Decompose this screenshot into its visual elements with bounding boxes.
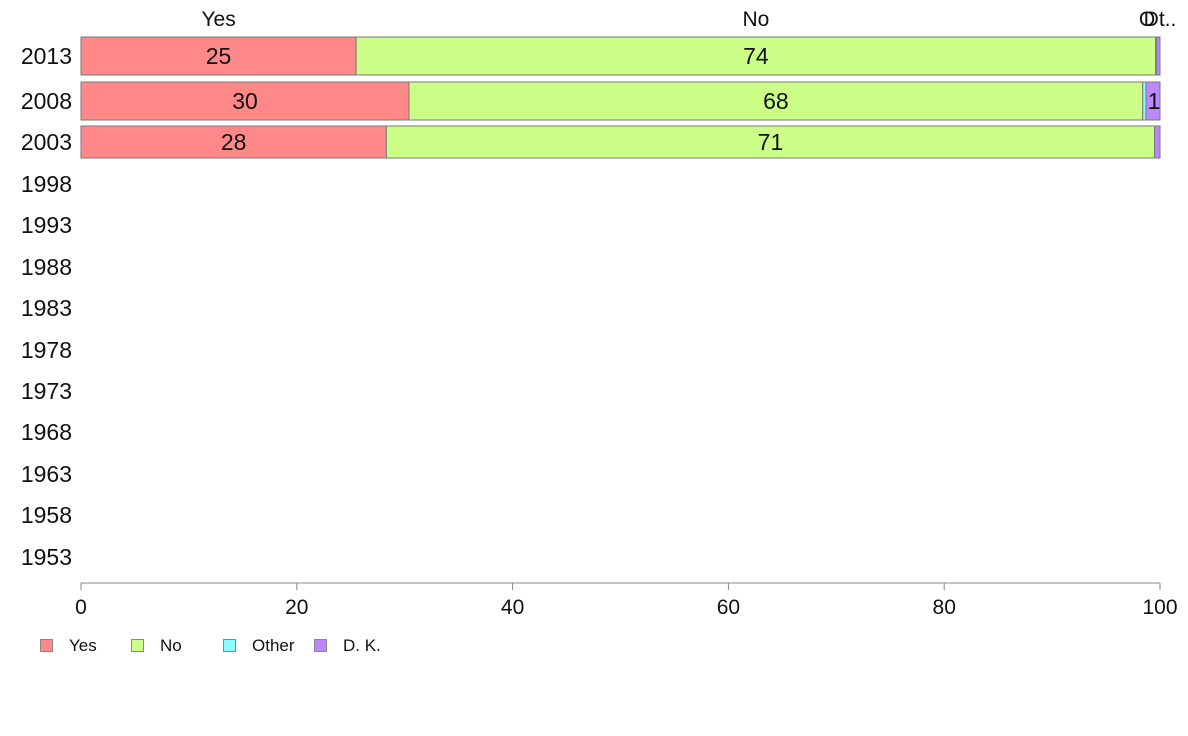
legend-label-dk: D. K. [343,636,381,655]
data-label-yes-2008: 30 [232,88,258,114]
bar-yes-2013 [80,36,357,76]
x-tick-label-80: 80 [933,596,956,619]
x-tick-label-20: 20 [285,596,308,619]
bar-dk-2013 [1156,36,1161,76]
bar-yes-2003 [80,125,387,159]
legend-swatch-no [131,639,144,652]
x-tick-label-100: 100 [1142,596,1177,619]
legend-swatch-dk [314,639,327,652]
category-label-2013: 2013 [21,43,72,69]
data-label-yes-2013: 25 [206,43,232,69]
category-label-1953: 1953 [21,544,72,570]
category-label-1963: 1963 [21,461,72,487]
top-label-2: O [1139,8,1155,31]
legend-swatch-other [223,639,236,652]
legend-label-other: Other [252,636,295,655]
bar-dk-2008 [1145,81,1161,121]
legend-label-no: No [160,636,182,655]
category-label-1958: 1958 [21,502,72,528]
x-tick-label-60: 60 [717,596,740,619]
x-tick-label-0: 0 [75,596,87,619]
data-label-dk-2008: 1 [1148,88,1161,114]
top-label-1: No [742,8,769,31]
category-label-1978: 1978 [21,337,72,363]
category-label-1993: 1993 [21,212,72,238]
category-label-1968: 1968 [21,419,72,445]
top-label-0: Yes [201,8,235,31]
category-label-1998: 1998 [21,171,72,197]
data-label-no-2008: 68 [763,88,789,114]
bar-no-2013 [355,36,1157,76]
category-label-1983: 1983 [21,295,72,321]
bar-no-2003 [385,125,1156,159]
category-label-1973: 1973 [21,378,72,404]
data-label-yes-2003: 28 [221,129,247,155]
data-label-no-2013: 74 [743,43,769,69]
data-label-no-2003: 71 [758,129,784,155]
category-label-2008: 2008 [21,88,72,114]
legend-swatch-yes [40,639,53,652]
top-label-3: Dt.. [1144,8,1177,31]
bar-dk-2003 [1154,125,1161,159]
category-label-1988: 1988 [21,254,72,280]
category-label-2003: 2003 [21,129,72,155]
legend-label-yes: Yes [69,636,97,655]
x-tick-label-40: 40 [501,596,524,619]
